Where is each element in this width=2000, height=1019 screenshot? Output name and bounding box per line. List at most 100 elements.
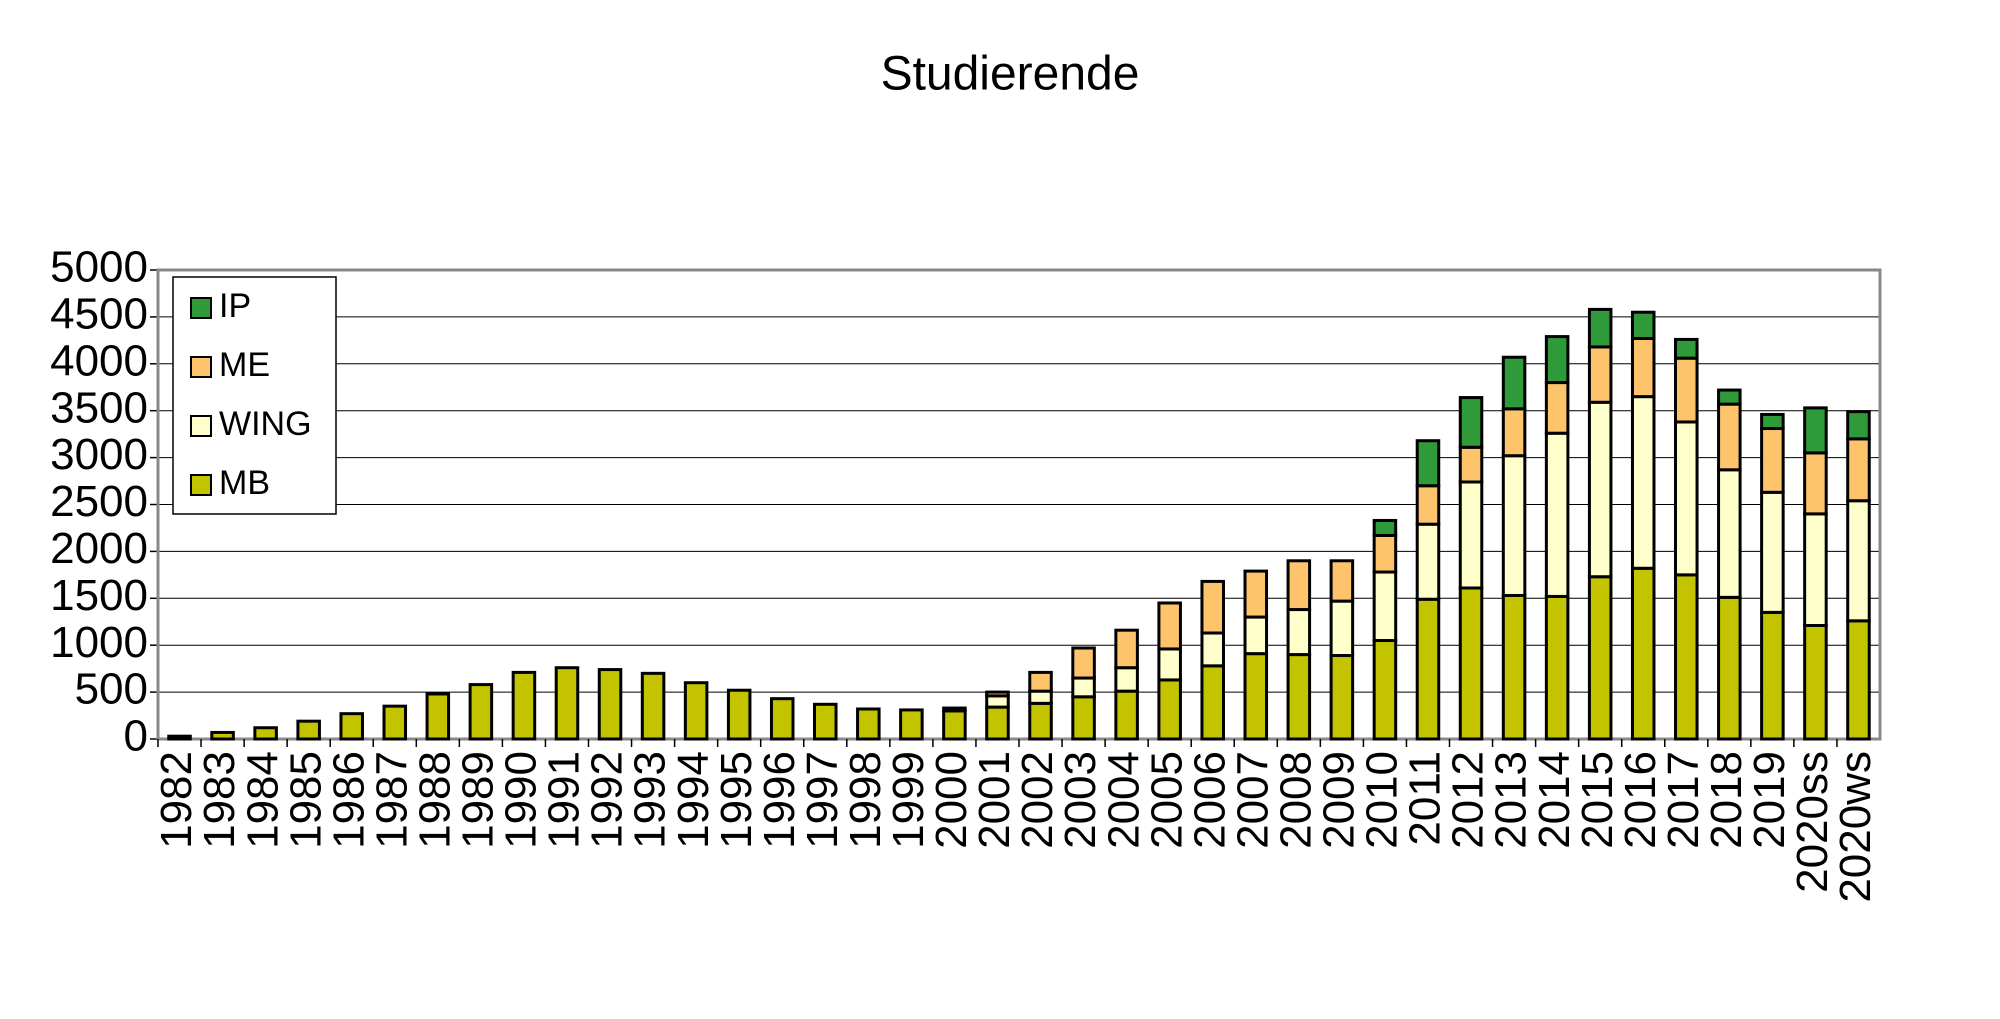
x-tick-label: 1988	[410, 751, 459, 849]
bar-segment	[985, 690, 1010, 698]
x-tick-label: 1987	[367, 751, 416, 849]
bar-segment	[1372, 639, 1398, 741]
x-tick-label: 2020ws	[1831, 751, 1880, 903]
bar-segment	[1674, 337, 1699, 360]
bar-segment	[1458, 396, 1484, 449]
x-tick-label: 2007	[1228, 751, 1277, 849]
bar-segment	[1846, 619, 1871, 741]
bar-segment	[1544, 335, 1570, 385]
bar-segment	[726, 688, 752, 741]
bar-segment	[1458, 445, 1484, 484]
bar-segment	[1071, 676, 1096, 699]
legend-swatch	[190, 297, 212, 319]
bar-segment	[1501, 454, 1527, 597]
y-tick-label: 4000	[50, 336, 148, 385]
x-tick-label: 1995	[712, 751, 761, 849]
y-tick-label: 5000	[50, 243, 148, 292]
x-tick-label: 2006	[1185, 751, 1234, 849]
bar-segment	[1157, 647, 1182, 682]
x-tick-label: 2019	[1745, 751, 1794, 849]
bar-segment	[1544, 594, 1570, 741]
bar-segment	[683, 681, 709, 741]
legend-label: ME	[219, 346, 270, 384]
y-tick-label: 2500	[50, 477, 148, 526]
bar-segment	[640, 671, 666, 741]
bar-segment	[1243, 569, 1269, 619]
bar-segment	[1286, 559, 1312, 612]
x-tick-label: 1994	[669, 751, 718, 849]
bar-segment	[1846, 499, 1871, 623]
bar-segment	[1803, 451, 1828, 516]
x-tick-label: 2012	[1444, 751, 1493, 849]
bar-segment	[1630, 395, 1656, 570]
x-tick-label: 1997	[798, 751, 847, 849]
y-tick-label: 3000	[50, 430, 148, 479]
bar-segment	[1717, 388, 1742, 406]
x-tick-label: 2020ss	[1788, 751, 1837, 893]
bar-segment	[1458, 480, 1484, 590]
x-tick-label: 2009	[1315, 751, 1364, 849]
bar-segment	[554, 666, 580, 741]
bar-segment	[942, 709, 967, 741]
x-tick-label: 1984	[238, 751, 287, 849]
bar-segment	[985, 705, 1010, 741]
bar-segment	[339, 712, 364, 741]
bar-segment	[1372, 570, 1398, 643]
bar-segment	[1630, 566, 1656, 741]
bar-segment	[382, 704, 408, 741]
y-tick-label: 2000	[50, 524, 148, 573]
bar-segment	[856, 707, 881, 741]
bar-segment	[1071, 695, 1096, 741]
x-tick-label: 2002	[1013, 751, 1062, 849]
bar-segment	[1717, 468, 1742, 599]
x-tick-label: 2008	[1271, 751, 1320, 849]
bar-segment	[1286, 608, 1312, 657]
bar-segment	[1717, 595, 1742, 741]
bar-segment	[1028, 701, 1053, 741]
bar-segment	[1846, 437, 1871, 503]
bar-segment	[1674, 356, 1699, 424]
y-tick-label: 4500	[50, 290, 148, 339]
x-tick-label: 2018	[1702, 751, 1751, 849]
bar-segment	[985, 694, 1010, 709]
legend-label: WING	[219, 405, 312, 443]
bar-segment	[210, 730, 235, 741]
bar-segment	[1630, 310, 1656, 340]
x-tick-label: 2014	[1530, 751, 1579, 849]
bar-segment	[1717, 402, 1742, 472]
x-tick-label: 2003	[1056, 751, 1105, 849]
y-tick-label: 500	[75, 665, 148, 714]
bar-segment	[1760, 412, 1785, 431]
x-tick-label: 2013	[1487, 751, 1536, 849]
bar-segment	[1415, 439, 1441, 488]
bar-segment	[468, 683, 494, 741]
x-tick-label: 2017	[1659, 751, 1708, 849]
y-tick-label: 0	[124, 712, 148, 761]
x-tick-label: 1991	[540, 751, 589, 849]
x-tick-label: 2015	[1573, 751, 1622, 849]
x-tick-label: 1993	[626, 751, 675, 849]
x-tick-label: 1992	[583, 751, 632, 849]
x-tick-label: 1989	[454, 751, 503, 849]
bar-segment	[1803, 406, 1828, 455]
bar-segment	[1200, 579, 1225, 635]
bar-segment	[1200, 664, 1225, 741]
x-tick-label: 1990	[497, 751, 546, 849]
bar-segment	[1501, 593, 1527, 741]
bar-segment	[1114, 689, 1139, 741]
legend-label: MB	[219, 464, 270, 502]
bar-segment	[1415, 597, 1441, 741]
x-tick-label: 1982	[152, 751, 201, 849]
bar-segment	[1674, 573, 1699, 741]
bar-segment	[597, 668, 623, 741]
bar-segment	[1028, 670, 1053, 693]
bar-segment	[425, 692, 451, 741]
bar-segment	[1114, 666, 1139, 693]
bar-segment	[942, 706, 967, 713]
bar-segment	[1760, 610, 1785, 741]
bar-segment	[1501, 407, 1527, 458]
bar-segment	[1200, 631, 1225, 668]
x-tick-label: 1986	[324, 751, 373, 849]
bar-segment	[1028, 689, 1053, 705]
bar-segment	[1415, 484, 1441, 526]
